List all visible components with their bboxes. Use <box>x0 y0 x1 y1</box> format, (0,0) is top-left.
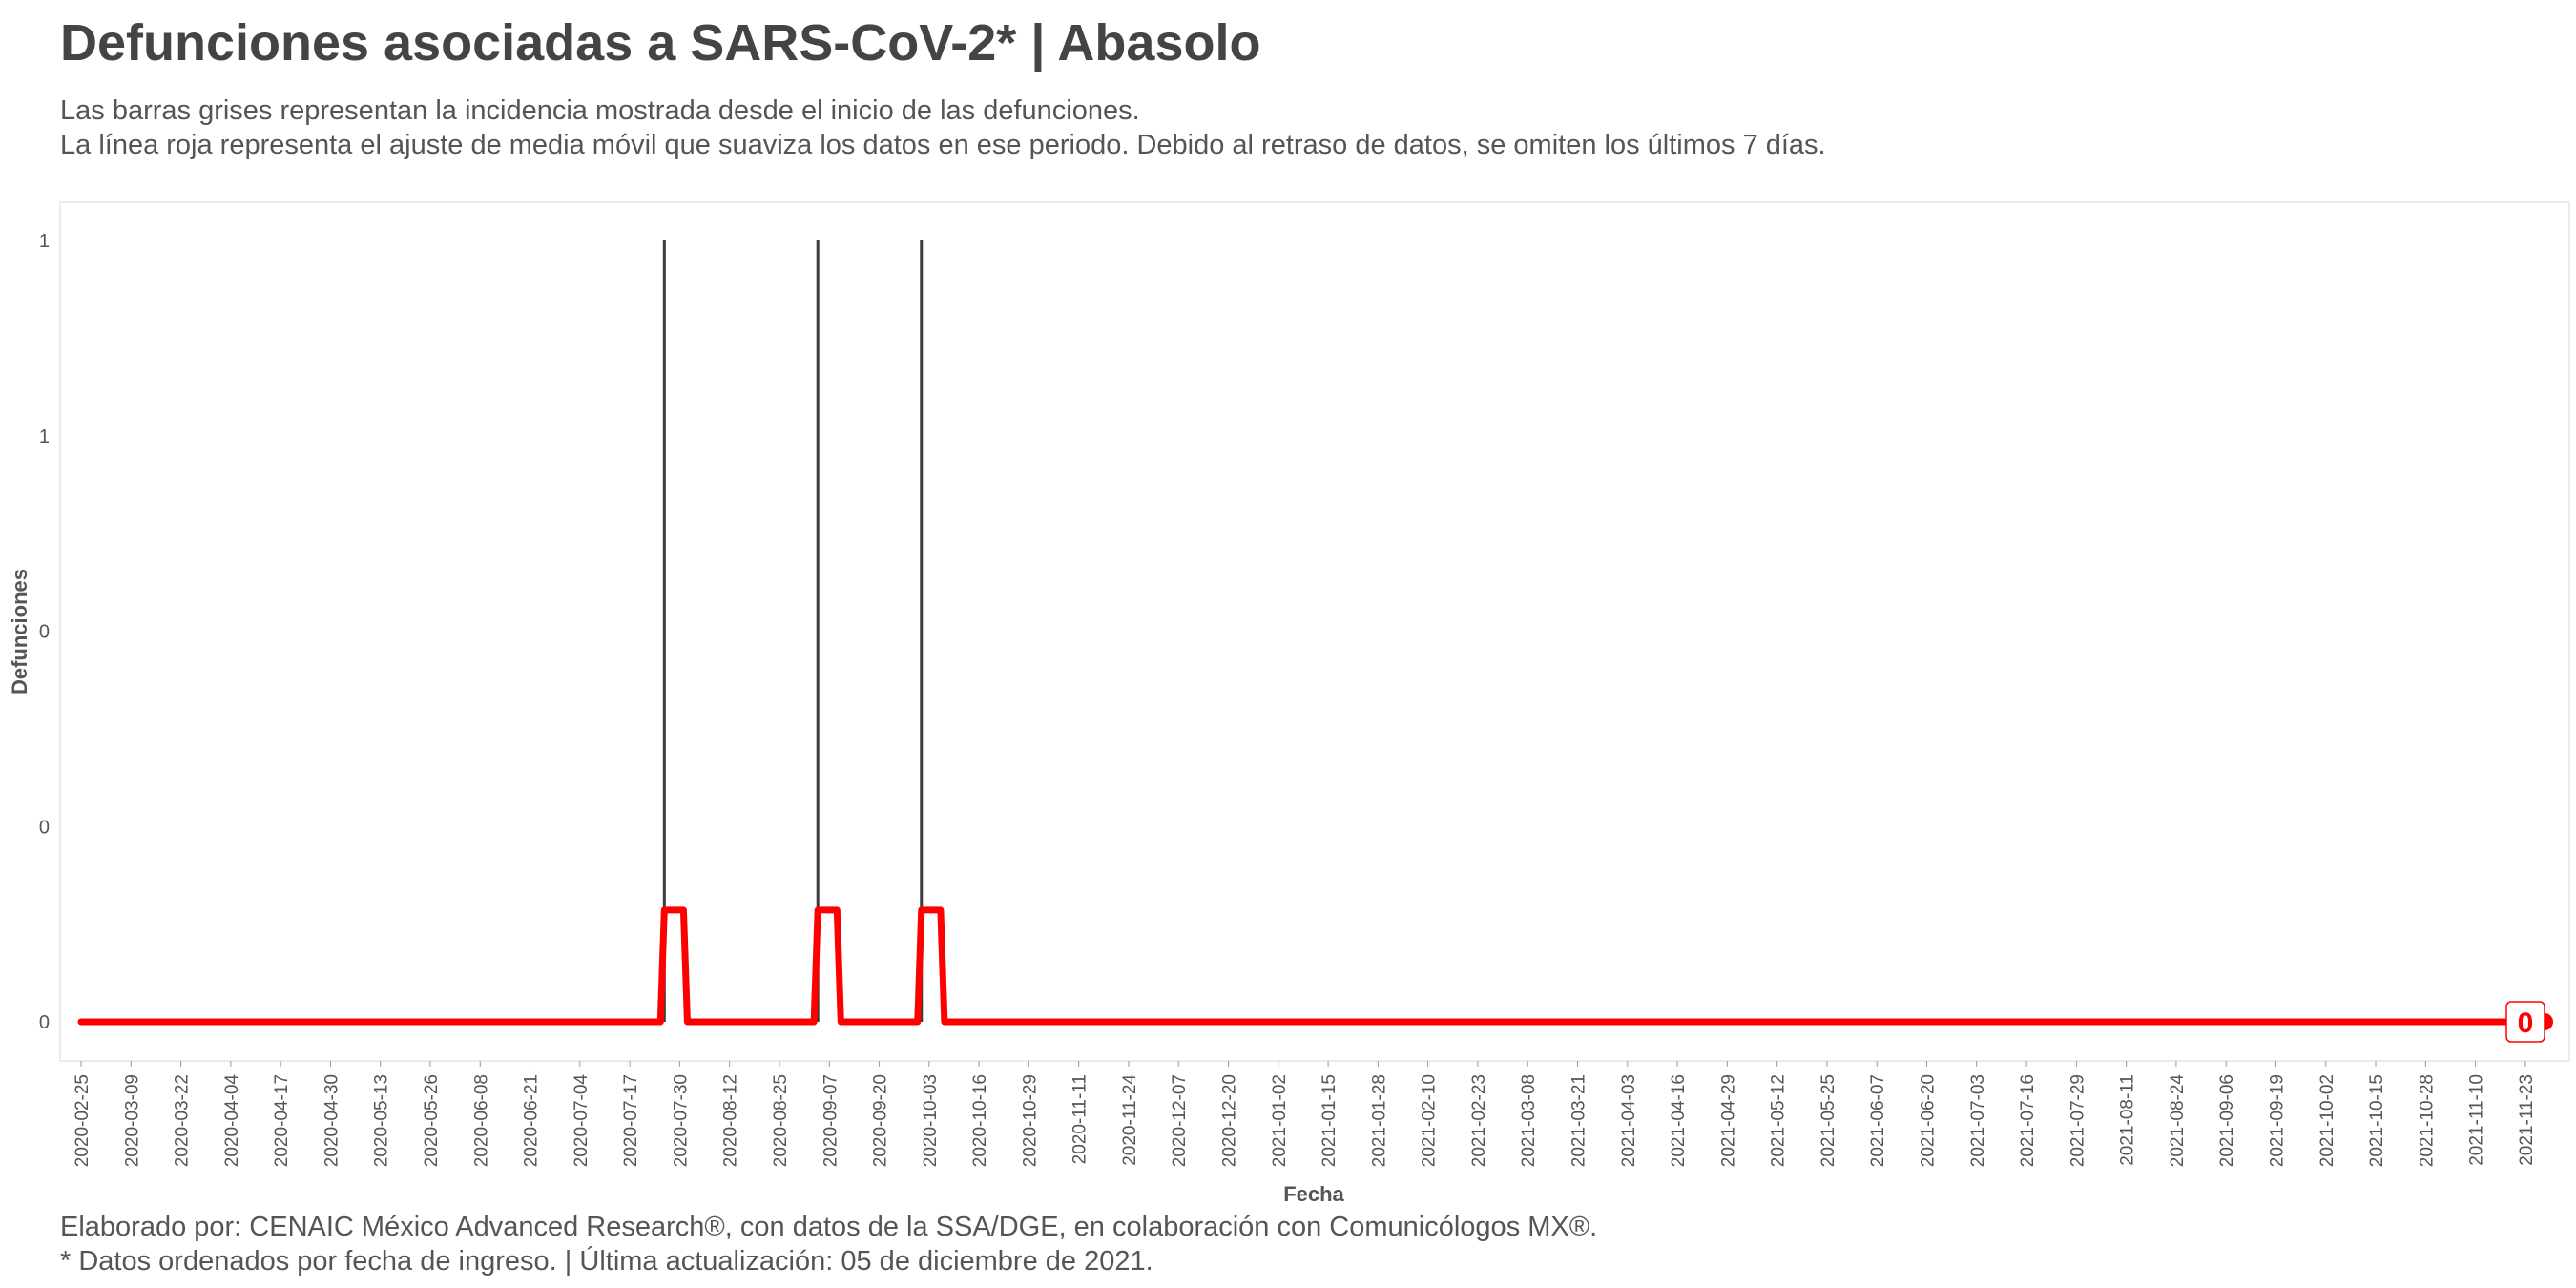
x-tick-label: 2020-12-20 <box>1220 1074 1240 1167</box>
x-tick-label: 2020-04-04 <box>222 1074 242 1168</box>
x-tick-label: 2021-09-19 <box>2267 1074 2287 1167</box>
chart-title: Defunciones asociadas a SARS-CoV-2* | Ab… <box>60 14 1261 72</box>
x-tick-label: 2021-03-21 <box>1569 1074 1589 1167</box>
subtitle-line-2: La línea roja representa el ajuste de me… <box>60 130 1826 160</box>
x-tick-label: 2021-05-12 <box>1769 1074 1789 1167</box>
y-axis-title: Defunciones <box>8 569 31 695</box>
x-tick-label: 2021-01-02 <box>1270 1074 1290 1167</box>
x-tick-label: 2021-04-03 <box>1619 1074 1639 1167</box>
x-tick-label: 2021-04-29 <box>1718 1074 1738 1167</box>
x-tick-label: 2020-12-07 <box>1170 1074 1190 1167</box>
y-axis: 0 0 0 1 1 <box>39 231 50 1033</box>
x-tick-label: 2021-10-15 <box>2367 1074 2387 1167</box>
x-tick-label: 2021-04-16 <box>1669 1074 1689 1167</box>
x-axis: 2020-02-25 2020-03-09 2020-03-22 2020-04-04… <box>73 1061 2537 1167</box>
x-tick-label: 2021-09-06 <box>2217 1074 2237 1167</box>
end-label-group: 0 <box>2505 1001 2553 1043</box>
x-tick-label: 2020-08-12 <box>721 1074 741 1167</box>
chart-subtitle: Las barras grises representan la inciden… <box>60 93 1826 162</box>
x-tick-label: 2021-11-23 <box>2517 1074 2537 1166</box>
x-tick-label: 2020-07-04 <box>571 1074 592 1168</box>
x-tick-label: 2020-04-17 <box>272 1074 292 1167</box>
moving-average-layer <box>77 906 2548 1026</box>
x-tick-label: 2020-07-17 <box>621 1074 641 1167</box>
end-label: 0 <box>2518 1008 2534 1039</box>
x-tick-label: 2020-04-30 <box>322 1074 342 1167</box>
x-tick-label: 2021-07-29 <box>2067 1074 2088 1167</box>
x-tick-label: 2021-02-23 <box>1469 1074 1489 1167</box>
caption-line-1: Elaborado por: CENAIC México Advanced Re… <box>60 1212 1598 1242</box>
plot-panel <box>59 201 2570 1062</box>
x-tick-label: 2021-02-10 <box>1420 1074 1440 1167</box>
caption: Elaborado por: CENAIC México Advanced Re… <box>60 1210 1597 1278</box>
x-tick-label: 2021-07-03 <box>1968 1074 1988 1167</box>
x-tick-label: 2020-10-16 <box>970 1074 990 1167</box>
x-tick-label: 2021-01-15 <box>1319 1074 1340 1167</box>
x-tick-label: 2020-08-25 <box>771 1074 791 1167</box>
x-tick-label: 2020-06-21 <box>522 1074 542 1167</box>
x-tick-label: 2020-09-20 <box>871 1074 891 1167</box>
x-tick-label: 2021-01-28 <box>1369 1074 1389 1167</box>
x-tick-label: 2021-08-11 <box>2118 1074 2138 1166</box>
x-tick-label: 2020-09-07 <box>821 1074 841 1167</box>
x-tick-label: 2020-05-13 <box>372 1074 392 1167</box>
caption-line-2: * Datos ordenados por fecha de ingreso. … <box>60 1246 1153 1277</box>
end-label-box <box>2505 1001 2545 1043</box>
x-tick-label: 2020-05-26 <box>422 1074 442 1167</box>
y-tick-label: 0 <box>39 622 50 643</box>
x-tick-label: 2020-10-29 <box>1020 1074 1040 1167</box>
x-tick-label: 2021-07-16 <box>2018 1074 2038 1167</box>
x-tick-label: 2020-03-09 <box>122 1074 142 1167</box>
x-tick-label: 2021-03-08 <box>1519 1074 1539 1167</box>
y-tick-label: 1 <box>39 426 50 447</box>
x-tick-label: 2021-05-25 <box>1818 1074 1839 1167</box>
x-tick-label: 2021-10-02 <box>2317 1074 2337 1167</box>
x-tick-label: 2021-06-07 <box>1868 1074 1888 1167</box>
y-tick-label: 0 <box>39 1012 50 1033</box>
bars-layer <box>662 240 924 1022</box>
x-tick-label: 2020-11-24 <box>1120 1074 1140 1166</box>
moving-average-line <box>77 906 2548 1026</box>
x-tick-label: 2021-11-10 <box>2467 1074 2487 1166</box>
x-tick-label: 2021-06-20 <box>1918 1074 1938 1167</box>
x-tick-label: 2021-10-28 <box>2417 1074 2437 1167</box>
x-tick-label: 2020-06-08 <box>471 1074 491 1167</box>
x-tick-label: 2020-10-03 <box>921 1074 941 1167</box>
subtitle-line-1: Las barras grises representan la inciden… <box>60 95 1140 126</box>
x-tick-label: 2021-08-24 <box>2168 1074 2188 1168</box>
x-tick-label: 2020-03-22 <box>173 1074 193 1167</box>
x-tick-label: 2020-02-25 <box>73 1074 93 1167</box>
x-tick-label: 2020-11-11 <box>1070 1074 1091 1164</box>
y-tick-label: 0 <box>39 817 50 838</box>
x-tick-label: 2020-07-30 <box>671 1074 691 1167</box>
x-axis-title: Fecha <box>1283 1182 1344 1206</box>
y-tick-label: 1 <box>39 231 50 252</box>
